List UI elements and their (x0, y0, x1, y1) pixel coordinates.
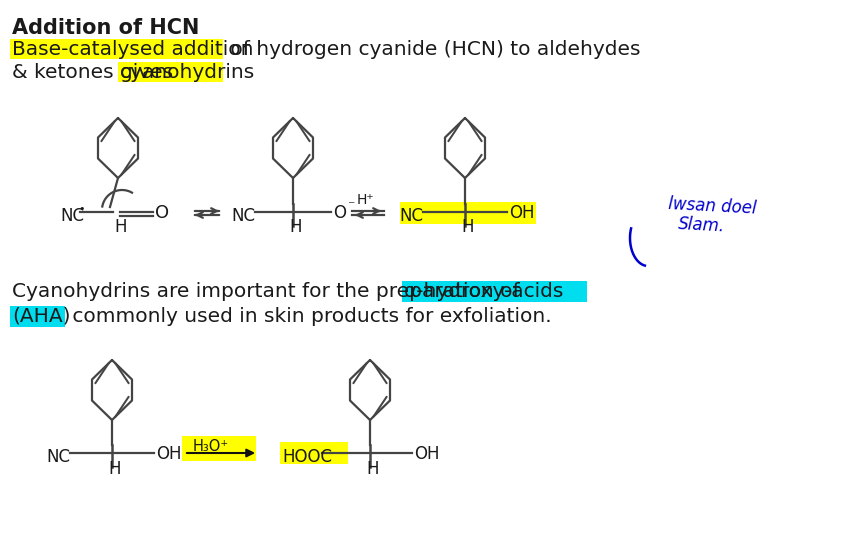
Text: O: O (333, 204, 345, 222)
Text: HOOC: HOOC (282, 448, 332, 466)
Text: Cyanohydrins are important for the preparation of: Cyanohydrins are important for the prepa… (12, 282, 525, 301)
Text: OH: OH (414, 445, 439, 463)
FancyBboxPatch shape (399, 202, 535, 224)
Text: NC: NC (398, 207, 423, 225)
Text: H: H (114, 218, 127, 236)
Text: OH: OH (508, 204, 534, 222)
Text: Addition of HCN: Addition of HCN (12, 18, 199, 38)
Text: (AHA): (AHA) (12, 307, 70, 326)
Text: & ketones gives: & ketones gives (12, 63, 179, 82)
Text: O: O (154, 204, 169, 222)
Text: •: • (78, 204, 84, 214)
Text: of hydrogen cyanide (HCN) to aldehydes: of hydrogen cyanide (HCN) to aldehydes (224, 40, 640, 59)
Text: Slam.: Slam. (677, 215, 725, 235)
Text: H⁺: H⁺ (356, 193, 374, 207)
Text: H: H (461, 218, 473, 236)
FancyBboxPatch shape (10, 306, 65, 327)
Text: NC: NC (230, 207, 255, 225)
Text: H: H (365, 460, 378, 478)
Text: NC: NC (60, 207, 84, 225)
Text: ⁻: ⁻ (347, 199, 354, 213)
Text: Base-catalysed addition: Base-catalysed addition (12, 40, 253, 59)
FancyBboxPatch shape (279, 442, 348, 464)
Text: H: H (289, 218, 301, 236)
Text: α-hydroxy-acids: α-hydroxy-acids (403, 282, 564, 301)
Text: commonly used in skin products for exfoliation.: commonly used in skin products for exfol… (66, 307, 551, 326)
FancyBboxPatch shape (181, 436, 256, 461)
Text: lwsan doel: lwsan doel (668, 195, 756, 218)
FancyBboxPatch shape (402, 281, 587, 302)
FancyBboxPatch shape (118, 62, 223, 82)
Text: NC: NC (46, 448, 70, 466)
Text: H: H (108, 460, 121, 478)
Text: cyanohydrins: cyanohydrins (120, 63, 255, 82)
FancyBboxPatch shape (10, 39, 223, 59)
Text: OH: OH (156, 445, 181, 463)
Text: H₃O⁺: H₃O⁺ (192, 439, 229, 454)
